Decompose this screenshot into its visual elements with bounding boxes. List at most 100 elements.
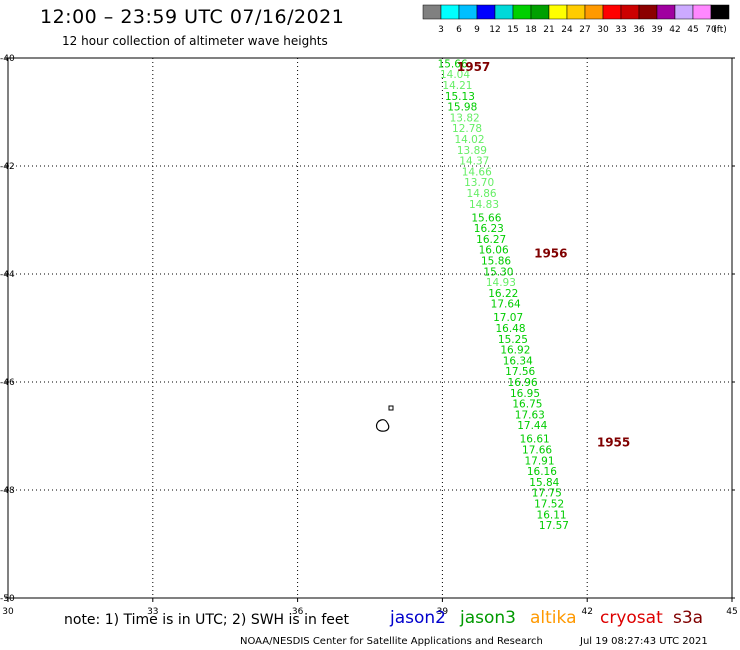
colorbar-label: 33 (615, 25, 626, 35)
data-point-label: 14.04 (440, 69, 470, 81)
colorbar-swatch (674, 4, 694, 20)
data-point-label: 16.23 (474, 223, 504, 235)
colorbar-label: 9 (474, 25, 480, 35)
data-point-label: 15.84 (529, 477, 559, 489)
y-tick-label: -40 (0, 54, 15, 64)
plot-frame (7, 57, 733, 599)
time-label: 1955 (597, 435, 630, 449)
x-tick-label: 42 (581, 607, 592, 617)
colorbar-label: 39 (651, 25, 663, 35)
footer-credit: NOAA/NESDIS Center for Satellite Applica… (240, 636, 543, 647)
data-point-label: 15.30 (483, 266, 513, 278)
data-point-label: 14.86 (467, 188, 497, 200)
colorbar-swatch (566, 4, 586, 20)
y-tick-label: -44 (0, 270, 15, 280)
island-outline-small (388, 405, 394, 411)
data-point-label: 17.44 (517, 420, 547, 432)
legend-altika: altika (530, 608, 577, 628)
data-point-label: 17.56 (505, 366, 535, 378)
colorbar-label: 12 (489, 25, 500, 35)
data-point-label: 16.96 (508, 377, 538, 389)
colorbar-label: 70 (705, 25, 717, 35)
colorbar-swatch (530, 4, 550, 20)
x-tick-label: 33 (147, 607, 158, 617)
data-point-label: 16.92 (500, 345, 530, 357)
time-label: 1957 (457, 60, 490, 74)
data-point-label: 17.66 (522, 445, 552, 457)
colorbar-swatch (638, 4, 658, 20)
x-tick-label: 30 (2, 607, 14, 617)
data-point-label: 14.66 (462, 166, 492, 178)
legend-jason2: jason2 (390, 608, 446, 628)
colorbar-swatch (602, 4, 622, 20)
data-point-label: 15.25 (498, 334, 528, 346)
colorbar-label: 42 (669, 25, 680, 35)
data-point-label: 16.11 (537, 509, 567, 521)
data-point-label: 16.48 (495, 323, 525, 335)
y-tick-label: -48 (0, 486, 15, 496)
colorbar-swatch (458, 4, 478, 20)
data-point-label: 17.64 (491, 299, 521, 311)
data-point-label: 12.78 (452, 123, 482, 135)
page-subtitle: 12 hour collection of altimeter wave hei… (62, 34, 328, 48)
island-outline (375, 419, 390, 432)
data-point-label: 15.66 (471, 212, 501, 224)
colorbar-label: 21 (543, 25, 554, 35)
footer-timestamp: Jul 19 08:27:43 UTC 2021 (580, 636, 708, 647)
colorbar-swatch (548, 4, 568, 20)
data-point-label: 14.83 (469, 199, 499, 211)
data-point-label: 14.93 (486, 277, 516, 289)
colorbar-label: 24 (561, 25, 573, 35)
colorbar-label: 30 (597, 25, 609, 35)
y-tick-label: -46 (0, 378, 15, 388)
colorbar-swatch (584, 4, 604, 20)
footer-note: note: 1) Time is in UTC; 2) SWH is in fe… (64, 612, 350, 628)
data-point-label: 15.86 (481, 256, 511, 268)
x-tick-label: 39 (437, 607, 449, 617)
colorbar-swatch (620, 4, 640, 20)
data-point-label: 17.91 (524, 455, 554, 467)
colorbar-label: (ft) (713, 25, 727, 35)
data-point-label: 13.89 (457, 145, 487, 157)
data-point-label: 17.75 (532, 488, 562, 500)
colorbar-swatch (692, 4, 712, 20)
colorbar-swatch (710, 4, 730, 20)
legend-s3a: s3a (673, 608, 704, 628)
data-point-label: 17.57 (539, 520, 569, 532)
colorbar-swatch (476, 4, 496, 20)
colorbar-swatch (512, 4, 532, 20)
time-label: 1956 (534, 246, 567, 260)
data-point-label: 14.37 (459, 156, 489, 168)
colorbar-swatch (422, 4, 442, 20)
page-title: 12:00 – 23:59 UTC 07/16/2021 (40, 6, 345, 28)
colorbar-swatch (656, 4, 676, 20)
data-point-label: 13.82 (450, 112, 480, 124)
colorbar-swatch (494, 4, 514, 20)
data-point-label: 17.52 (534, 499, 564, 511)
colorbar-label: 18 (525, 25, 537, 35)
data-point-label: 14.02 (454, 134, 484, 146)
data-point-label: 16.61 (520, 434, 550, 446)
data-point-label: 16.06 (479, 245, 509, 257)
colorbar-label: 6 (456, 25, 462, 35)
data-point-label: 14.21 (442, 80, 472, 92)
data-point-label: 16.27 (476, 234, 506, 246)
colorbar-label: 27 (579, 25, 590, 35)
colorbar-swatch (440, 4, 460, 20)
y-tick-label: -42 (0, 162, 15, 172)
colorbar-label: 36 (633, 25, 645, 35)
data-point-label: 15.66 (438, 58, 468, 70)
data-point-label: 15.98 (447, 102, 477, 114)
data-point-label: 16.34 (503, 355, 533, 367)
colorbar-label: 45 (687, 25, 698, 35)
colorbar-label: 15 (507, 25, 518, 35)
data-point-label: 17.07 (493, 312, 523, 324)
data-point-label: 16.95 (510, 388, 540, 400)
legend-cryosat: cryosat (600, 608, 663, 628)
x-tick-label: 36 (292, 607, 304, 617)
data-point-label: 16.22 (488, 288, 518, 300)
data-point-label: 13.70 (464, 177, 494, 189)
legend-jason3: jason3 (460, 608, 516, 628)
colorbar-label: 3 (438, 25, 444, 35)
